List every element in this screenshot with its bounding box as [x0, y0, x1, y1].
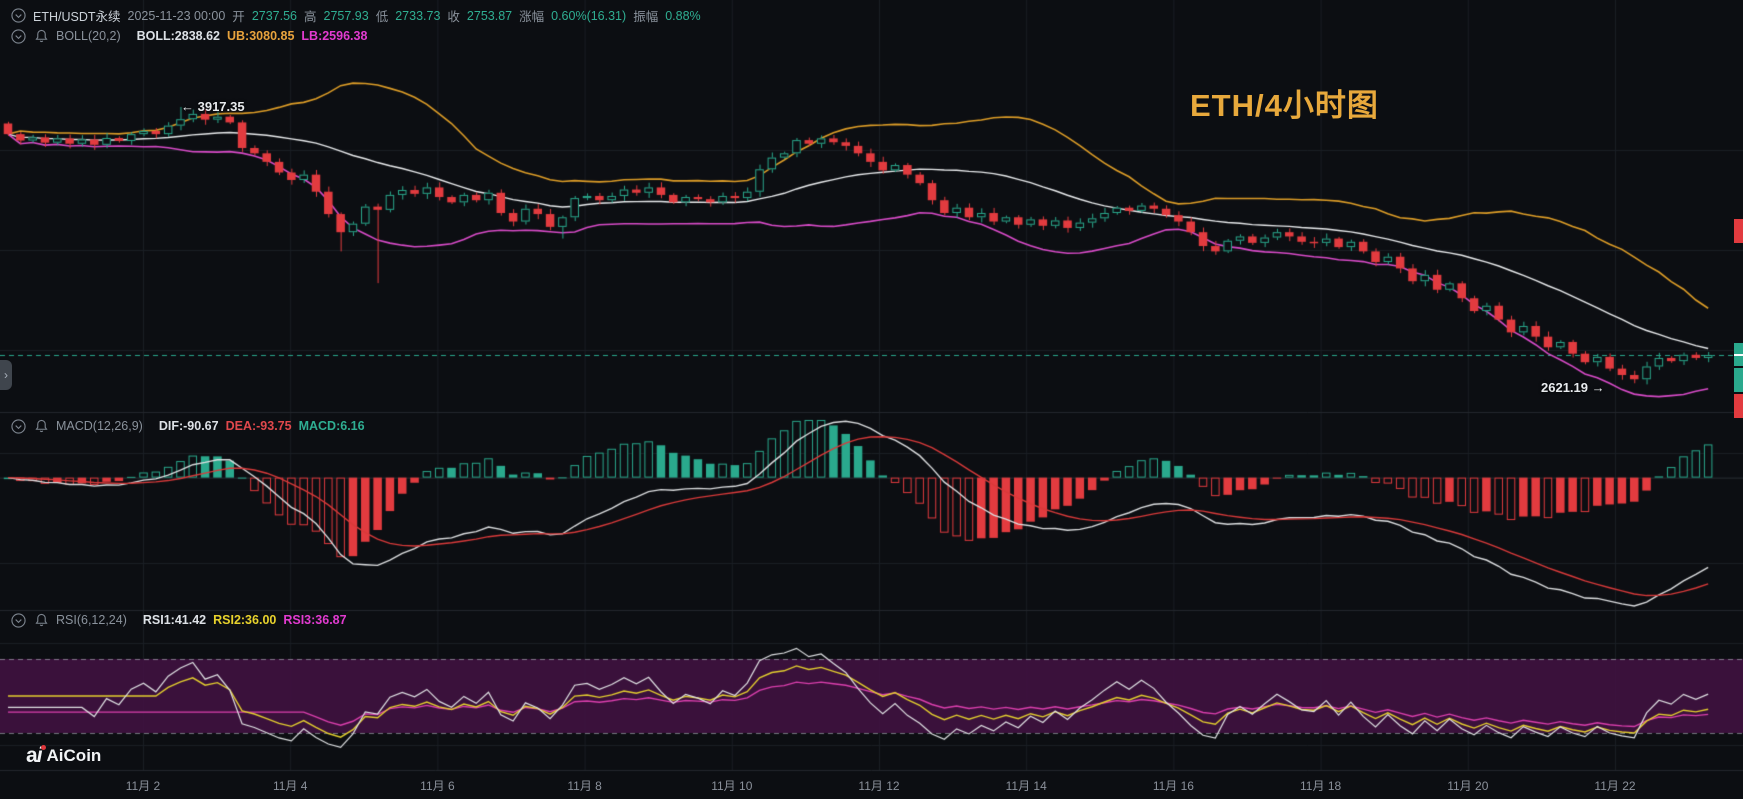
- alert-bell-icon[interactable]: [33, 28, 49, 44]
- highest-price-annotation: ← 3917.35: [181, 99, 245, 114]
- rsi1-value: RSI1:41.42: [142, 613, 207, 627]
- macd-dea-value: DEA:-93.75: [225, 419, 292, 433]
- symbol-name[interactable]: ETH/USDT永续: [33, 10, 121, 24]
- current-price-tick: [1734, 354, 1743, 356]
- toolbar-expand-handle[interactable]: ›: [0, 360, 12, 390]
- boll-lb-value: LB:2596.38: [301, 29, 368, 43]
- price-tag: [1734, 368, 1743, 392]
- x-axis-label: 11月 16: [1152, 779, 1194, 793]
- x-axis-label: 11月 14: [1005, 779, 1047, 793]
- rsi-header-row: RSI(6,12,24) RSI1:41.42 RSI2:36.00 RSI3:…: [10, 612, 347, 628]
- chevron-down-circle-icon[interactable]: [10, 8, 26, 24]
- boll-ub-value: UB:3080.85: [227, 29, 295, 43]
- amplitude-value: 0.88%: [665, 8, 701, 23]
- change-label: 涨幅: [519, 10, 545, 24]
- x-axis-label: 11月 4: [272, 779, 308, 793]
- x-axis-label: 11月 6: [420, 779, 455, 793]
- amplitude-label: 振幅: [633, 10, 659, 24]
- symbol-header-row: ETH/USDT永续 2025-11-23 00:00 开 2737.56 高 …: [10, 6, 701, 25]
- chevron-down-circle-icon[interactable]: [10, 418, 26, 434]
- aicoin-mark-icon: ai: [26, 744, 46, 768]
- boll-name[interactable]: BOLL(20,2): [56, 29, 121, 43]
- boll-mid-value: BOLL:2838.62: [136, 29, 220, 43]
- macd-header-row: MACD(12,26,9) DIF:-90.67 DEA:-93.75 MACD…: [10, 418, 365, 434]
- close-value: 2753.87: [466, 8, 513, 23]
- rsi3-value: RSI3:36.87: [283, 613, 347, 627]
- brand-logo: ai AiCoin: [26, 744, 101, 768]
- macd-name[interactable]: MACD(12,26,9): [56, 419, 143, 433]
- x-axis-label: 11月 8: [567, 779, 602, 793]
- x-axis-label: 11月 2: [125, 779, 161, 793]
- candle-datetime: 2025-11-23 00:00: [127, 8, 226, 23]
- x-axis-label: 11月 22: [1594, 779, 1636, 793]
- price-tag: [1734, 219, 1743, 243]
- close-label: 收: [447, 10, 460, 24]
- macd-dif-value: DIF:-90.67: [158, 419, 219, 433]
- rsi2-value: RSI2:36.00: [213, 613, 277, 627]
- price-tag: [1734, 394, 1743, 418]
- alert-bell-icon[interactable]: [33, 418, 49, 434]
- lowest-price-annotation: 2621.19 →: [1541, 380, 1605, 395]
- macd-hist-value: MACD:6.16: [298, 419, 365, 433]
- x-axis-label: 11月 18: [1300, 779, 1342, 793]
- x-axis-label: 11月 10: [711, 779, 753, 793]
- chevron-down-circle-icon[interactable]: [10, 28, 26, 44]
- alert-bell-icon[interactable]: [33, 612, 49, 628]
- open-label: 开: [232, 10, 245, 24]
- low-label: 低: [375, 10, 389, 24]
- boll-header-row: BOLL(20,2) BOLL:2838.62 UB:3080.85 LB:25…: [10, 28, 367, 44]
- rsi-name[interactable]: RSI(6,12,24): [56, 613, 127, 627]
- high-value: 2757.93: [323, 8, 369, 23]
- chart-watermark-title: ETH/4小时图: [1190, 88, 1379, 123]
- chevron-down-circle-icon[interactable]: [10, 612, 26, 628]
- x-axis-label: 11月 12: [858, 779, 900, 793]
- open-value: 2737.56: [251, 8, 297, 23]
- x-axis-label: 11月 20: [1447, 779, 1489, 793]
- brand-name: AiCoin: [46, 746, 102, 765]
- low-value: 2733.73: [395, 8, 441, 23]
- change-value: 0.60%(16.31): [551, 8, 627, 23]
- high-label: 高: [304, 10, 317, 24]
